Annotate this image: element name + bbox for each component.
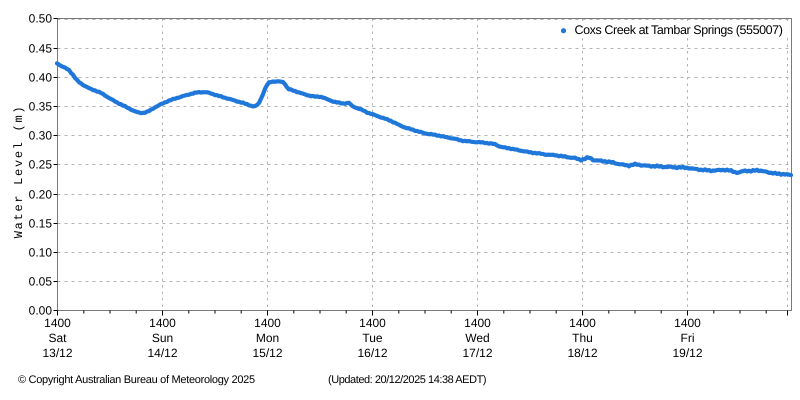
svg-text:1400: 1400	[149, 316, 176, 330]
svg-text:Tue: Tue	[362, 331, 383, 345]
svg-text:Sat: Sat	[48, 331, 67, 345]
svg-text:1400: 1400	[359, 316, 386, 330]
svg-text:0.25: 0.25	[29, 158, 53, 172]
svg-text:Water Level (m): Water Level (m)	[12, 105, 26, 239]
svg-text:1400: 1400	[464, 316, 491, 330]
svg-text:0.50: 0.50	[29, 12, 53, 26]
svg-text:1400: 1400	[254, 316, 281, 330]
svg-text:Fri: Fri	[681, 331, 695, 345]
svg-text:(Updated: 20/12/2025 14:38 AED: (Updated: 20/12/2025 14:38 AEDT)	[328, 374, 486, 386]
svg-text:1400: 1400	[44, 316, 71, 330]
svg-text:0.05: 0.05	[29, 275, 53, 289]
svg-text:© Copyright Australian Bureau: © Copyright Australian Bureau of Meteoro…	[18, 374, 255, 386]
svg-text:Sun: Sun	[152, 331, 173, 345]
svg-text:1400: 1400	[674, 316, 701, 330]
svg-text:14/12: 14/12	[147, 346, 177, 360]
svg-text:17/12: 17/12	[462, 346, 492, 360]
svg-text:0.20: 0.20	[29, 188, 53, 202]
svg-text:Coxs Creek at Tambar Springs (: Coxs Creek at Tambar Springs (555007)	[575, 23, 783, 37]
svg-text:18/12: 18/12	[567, 346, 597, 360]
svg-text:Mon: Mon	[256, 331, 279, 345]
svg-text:1400: 1400	[569, 316, 596, 330]
svg-text:13/12: 13/12	[42, 346, 72, 360]
svg-text:0.35: 0.35	[29, 100, 53, 114]
svg-text:19/12: 19/12	[672, 346, 702, 360]
svg-text:0.00: 0.00	[29, 304, 53, 318]
svg-text:0.45: 0.45	[29, 42, 53, 56]
svg-text:0.10: 0.10	[29, 246, 53, 260]
svg-text:15/12: 15/12	[252, 346, 282, 360]
svg-text:16/12: 16/12	[357, 346, 387, 360]
svg-text:Wed: Wed	[465, 331, 489, 345]
svg-text:0.40: 0.40	[29, 71, 53, 85]
svg-text:0.15: 0.15	[29, 217, 53, 231]
svg-text:0.30: 0.30	[29, 129, 53, 143]
svg-text:Thu: Thu	[572, 331, 593, 345]
